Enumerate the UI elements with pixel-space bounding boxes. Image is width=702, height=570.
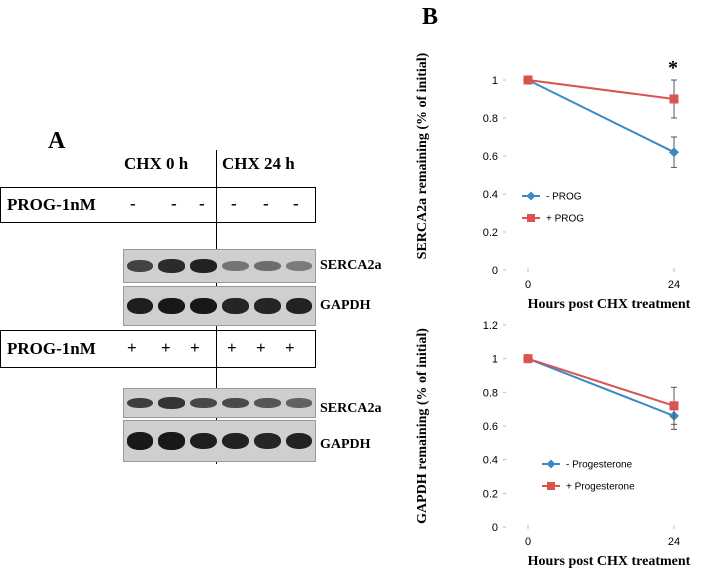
series-line (527, 357, 675, 417)
y-tick-label: 0.2 (483, 227, 498, 239)
legend-label: - PROG (546, 192, 582, 203)
y-tick-label: 0.6 (483, 151, 498, 163)
blot-band (222, 432, 249, 450)
y-tick-label: 1 (492, 75, 498, 87)
blot-band (222, 298, 249, 314)
blot-band (285, 298, 313, 314)
x-axis-label: Hours post CHX treatment (528, 554, 691, 569)
blot-band (126, 297, 154, 315)
x-tick-label: 0 (525, 536, 531, 548)
x-axis-label: Hours post CHX treatment (528, 297, 691, 312)
lane-sign: + (285, 338, 295, 357)
blot-band (190, 297, 217, 315)
x-tick-label: 24 (668, 279, 680, 291)
series-line (527, 357, 675, 407)
y-tick-label: 0.2 (483, 488, 498, 500)
blot-band (285, 261, 313, 271)
data-point-square (669, 401, 679, 411)
header-chx-24h: CHX 24 h (222, 154, 295, 173)
blot-band (190, 259, 217, 273)
series-line (527, 79, 675, 154)
lane-sign: - (199, 194, 205, 213)
header-chx-0h: CHX 0 h (124, 154, 189, 173)
lane-sign: - (293, 194, 299, 213)
y-tick-label: 0.4 (483, 455, 498, 467)
lane-sign: - (231, 194, 237, 213)
blot-gapdh-plus (123, 420, 316, 462)
y-tick-label: 0.8 (483, 113, 498, 125)
prog-label-plus: PROG-1nM (7, 339, 96, 358)
gapdh-chart: 0 0.2 0.4 0.6 0.8 1 1.2 0 24 Hours post CHX treat… (415, 320, 691, 569)
blot-band (253, 298, 281, 314)
prog-label-minus: PROG-1nM (7, 195, 96, 214)
blot-band (253, 398, 281, 408)
data-point-square (669, 94, 679, 104)
y-axis-label: GAPDH remaining (% of initial) (415, 328, 430, 524)
data-point-diamond (669, 147, 679, 158)
lane-sign: - (130, 194, 136, 213)
legend-swatch-marker (546, 459, 556, 469)
blot-gapdh-minus (123, 286, 316, 326)
prog-row-plus: PROG-1nM + + + + + + (0, 330, 316, 368)
legend-label: + PROG (546, 214, 584, 225)
y-tick-label: 0.8 (483, 387, 498, 399)
y-tick-label: 0.4 (483, 189, 498, 201)
blot-band (158, 432, 186, 450)
panel-a-letter: A (48, 128, 66, 154)
y-tick-label: 1 (492, 354, 498, 366)
blot-band (158, 397, 186, 409)
legend-label: + Progesterone (566, 482, 635, 493)
y-tick-label: 1.2 (483, 320, 498, 332)
legend-label: - Progesterone (566, 460, 633, 471)
y-tick-label: 0 (492, 522, 498, 534)
lane-sign: + (256, 338, 266, 357)
legend-swatch-marker (526, 191, 536, 201)
blot-label-gapdh: GAPDH (320, 437, 371, 452)
x-tick-label: 24 (668, 536, 680, 548)
lane-sign: - (171, 194, 177, 213)
blot-band (190, 397, 217, 409)
serca2a-chart: 0 0.2 0.4 0.6 0.8 1 0 24 Hours post CHX treatmen… (415, 52, 691, 312)
blot-band (158, 259, 186, 273)
lane-sign: - (263, 194, 269, 213)
series-line (527, 79, 675, 100)
blot-serca2a-plus (123, 388, 316, 418)
panel-b-letter: B (422, 4, 439, 30)
blot-band (285, 398, 313, 408)
blot-band (222, 260, 249, 272)
blot-label-gapdh: GAPDH (320, 298, 371, 313)
blot-serca2a-minus (123, 249, 316, 283)
blot-band (253, 432, 281, 450)
data-point-square (523, 75, 533, 85)
lane-sign: + (190, 338, 200, 357)
lane-sign: + (161, 338, 171, 357)
legend-swatch-marker (527, 214, 535, 222)
prog-row-minus: PROG-1nM - - - - - - (0, 187, 316, 223)
blot-band (190, 432, 217, 450)
x-tick-label: 0 (525, 279, 531, 291)
blot-band (126, 432, 154, 450)
y-axis-label: SERCA2a remaining (% of initial) (415, 52, 430, 259)
lane-sign: + (227, 338, 237, 357)
y-tick-label: 0.6 (483, 421, 498, 433)
blot-band (222, 397, 249, 409)
blot-label-serca2a: SERCA2a (320, 401, 382, 416)
blot-label-serca2a: SERCA2a (320, 258, 382, 273)
y-tick-label: 0 (492, 265, 498, 277)
lane-sign: + (127, 338, 137, 357)
blot-band (126, 259, 154, 273)
data-point-square (523, 354, 533, 364)
blot-band (253, 260, 281, 272)
blot-band (158, 297, 186, 315)
blot-band (285, 432, 313, 450)
legend-swatch-marker (547, 482, 555, 490)
significance-star: * (668, 57, 678, 79)
blot-band (126, 397, 154, 409)
